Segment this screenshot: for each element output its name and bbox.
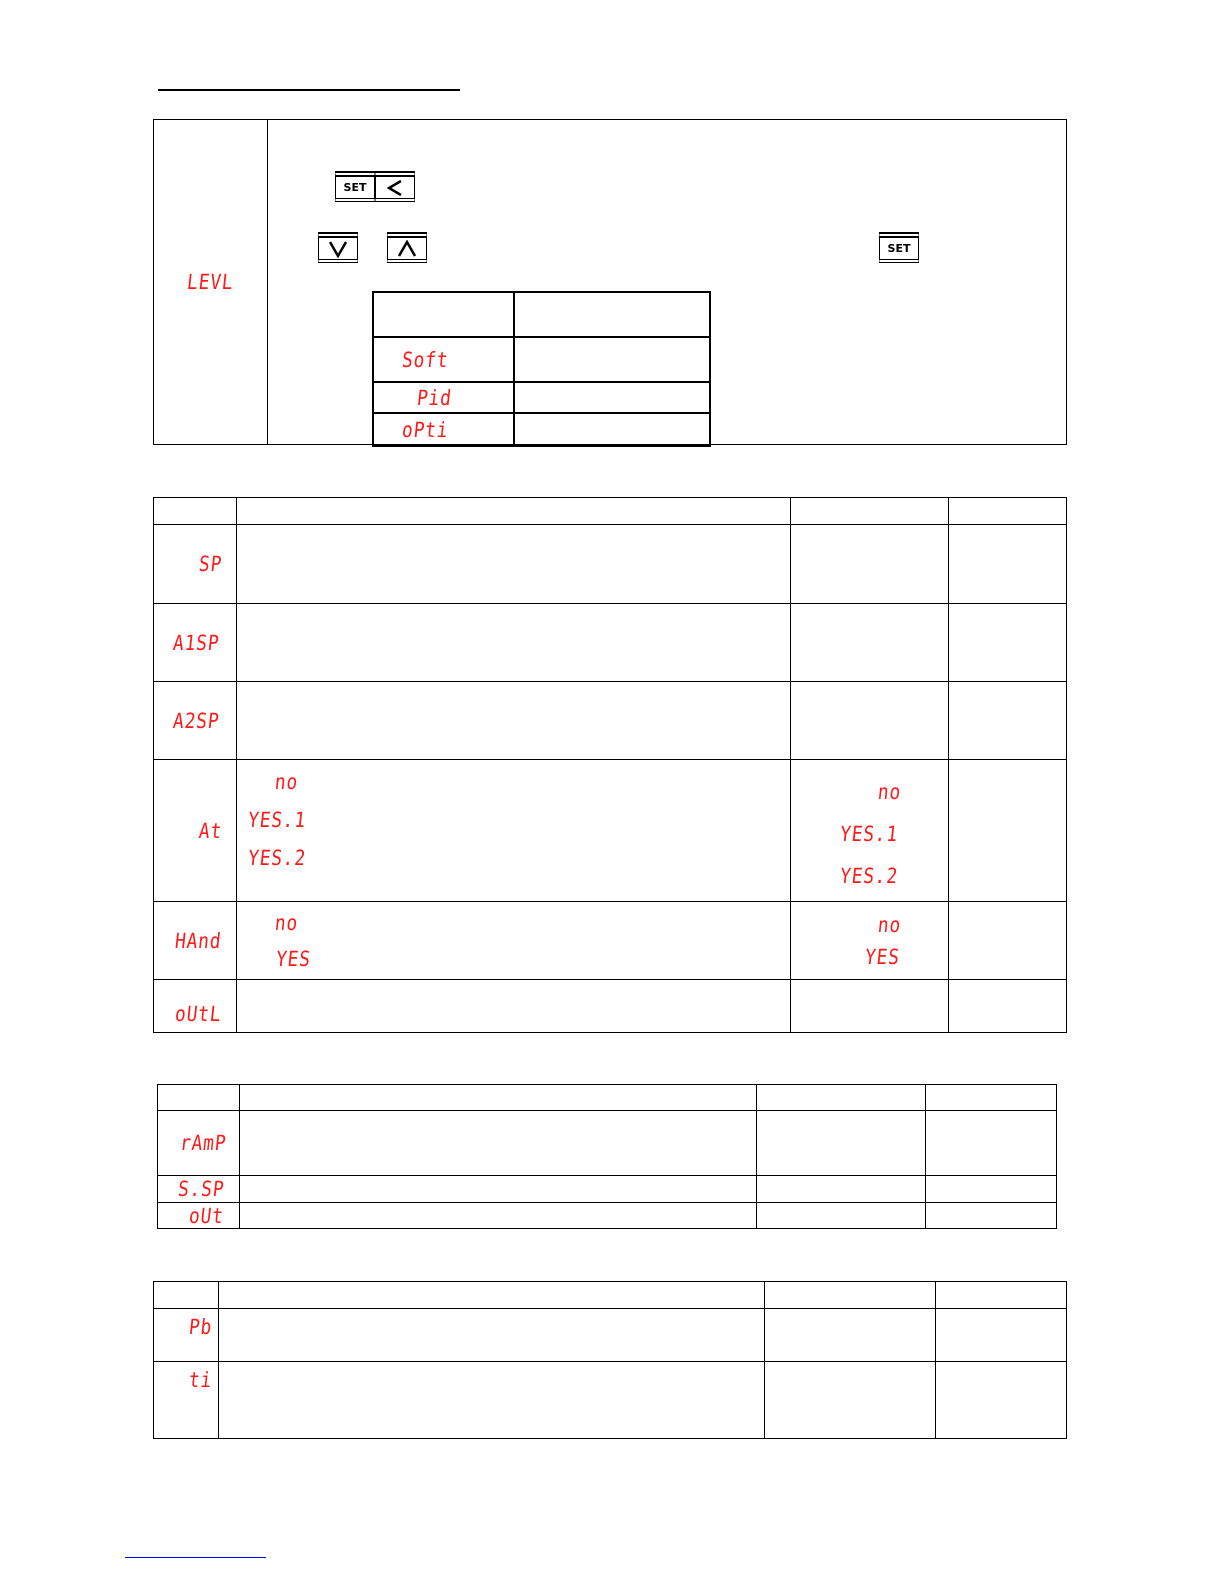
left-arrow-key-icon [375,171,415,202]
table-row: rAmP [157,1110,1057,1176]
choice: YES [274,946,313,971]
value: no [876,780,903,804]
table-row: HAnd no YES no YES [153,901,1067,980]
down-key-icon [318,232,358,263]
option-soft: Soft [372,336,515,383]
choice: no [273,770,300,794]
pid-param-table: Pb ti [153,1281,1067,1439]
table-row: At no YES.1 YES.2 no YES.1 YES.2 [153,759,1067,902]
main-param-table: SP A1SP A2SP At no YES.1 YES.2 no YES.1 … [153,497,1067,1033]
table-row: Pb [153,1308,1067,1362]
table-row: ti [153,1361,1067,1439]
table-row: S.SP [157,1175,1057,1203]
set-confirm-key-icon: SET [879,232,919,263]
table-row: SP [153,524,1067,604]
level-param-cell: LEVL [153,119,268,445]
set-key-icon: SET [335,171,375,202]
level-param: LEVL [186,270,235,294]
footer-link-underline[interactable] [125,1557,266,1558]
value: YES.1 [838,822,900,846]
table-row: oUtL [153,979,1067,1033]
soft-param-table: rAmP S.SP oUt [157,1084,1057,1229]
table-row: oUt [157,1202,1057,1229]
option-pid: Pid [372,381,515,414]
choice: YES.2 [246,846,308,870]
choice: no [273,910,300,935]
table-row: A2SP [153,681,1067,760]
section-heading-underline [158,89,460,91]
table-row: A1SP [153,603,1067,682]
choice: YES.1 [246,808,308,832]
value: YES [863,944,902,969]
value: no [876,912,903,937]
value: YES.2 [838,864,900,888]
option-opti: oPti [372,412,515,447]
up-key-icon [387,232,427,263]
level-options-table: Soft Pid oPti [372,291,711,447]
